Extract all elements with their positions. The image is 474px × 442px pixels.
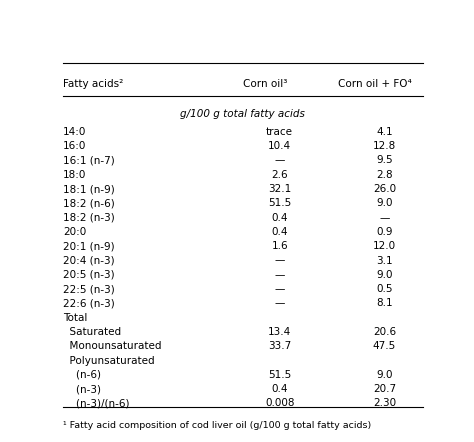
Text: 47.5: 47.5 xyxy=(373,341,396,351)
Text: 13.4: 13.4 xyxy=(268,327,292,337)
Text: 3.1: 3.1 xyxy=(376,255,392,266)
Text: 16:1 (n-7): 16:1 (n-7) xyxy=(63,156,115,165)
Text: 1.6: 1.6 xyxy=(271,241,288,251)
Text: 0.4: 0.4 xyxy=(272,213,288,223)
Text: —: — xyxy=(274,284,285,294)
Text: 9.0: 9.0 xyxy=(376,370,392,380)
Text: 51.5: 51.5 xyxy=(268,370,292,380)
Text: 18:0: 18:0 xyxy=(63,170,86,180)
Text: Saturated: Saturated xyxy=(63,327,121,337)
Text: 12.8: 12.8 xyxy=(373,141,396,151)
Text: g/100 g total fatty acids: g/100 g total fatty acids xyxy=(181,109,305,119)
Text: 18:2 (n-3): 18:2 (n-3) xyxy=(63,213,115,223)
Text: 2.6: 2.6 xyxy=(271,170,288,180)
Text: 8.1: 8.1 xyxy=(376,298,392,309)
Text: 18:1 (n-9): 18:1 (n-9) xyxy=(63,184,115,194)
Text: 12.0: 12.0 xyxy=(373,241,396,251)
Text: 0.5: 0.5 xyxy=(376,284,392,294)
Text: Corn oil³: Corn oil³ xyxy=(243,79,287,88)
Text: 0.008: 0.008 xyxy=(265,399,294,408)
Text: ¹ Fatty acid composition of cod liver oil (g/100 g total fatty acids): ¹ Fatty acid composition of cod liver oi… xyxy=(63,421,371,430)
Text: 33.7: 33.7 xyxy=(268,341,292,351)
Text: Corn oil + FO⁴: Corn oil + FO⁴ xyxy=(338,79,412,88)
Text: Polyunsaturated: Polyunsaturated xyxy=(63,356,155,366)
Text: 0.9: 0.9 xyxy=(376,227,392,237)
Text: (n-3)/(n-6): (n-3)/(n-6) xyxy=(63,399,129,408)
Text: 20:0: 20:0 xyxy=(63,227,86,237)
Text: 20.6: 20.6 xyxy=(373,327,396,337)
Text: —: — xyxy=(274,156,285,165)
Text: 9.5: 9.5 xyxy=(376,156,392,165)
Text: 22:6 (n-3): 22:6 (n-3) xyxy=(63,298,115,309)
Text: 22:5 (n-3): 22:5 (n-3) xyxy=(63,284,115,294)
Text: 10.4: 10.4 xyxy=(268,141,291,151)
Text: Fatty acids²: Fatty acids² xyxy=(63,79,123,88)
Text: Monounsaturated: Monounsaturated xyxy=(63,341,162,351)
Text: Total: Total xyxy=(63,313,87,323)
Text: 26.0: 26.0 xyxy=(373,184,396,194)
Text: 0.4: 0.4 xyxy=(272,384,288,394)
Text: —: — xyxy=(274,270,285,280)
Text: —: — xyxy=(274,298,285,309)
Text: 20:1 (n-9): 20:1 (n-9) xyxy=(63,241,115,251)
Text: 9.0: 9.0 xyxy=(376,198,392,208)
Text: 14:0: 14:0 xyxy=(63,127,86,137)
Text: 20.7: 20.7 xyxy=(373,384,396,394)
Text: (n-6): (n-6) xyxy=(63,370,101,380)
Text: 4.1: 4.1 xyxy=(376,127,392,137)
Text: 18:2 (n-6): 18:2 (n-6) xyxy=(63,198,115,208)
Text: 51.5: 51.5 xyxy=(268,198,292,208)
Text: trace: trace xyxy=(266,127,293,137)
Text: —: — xyxy=(274,255,285,266)
Text: 9.0: 9.0 xyxy=(376,270,392,280)
Text: 2.30: 2.30 xyxy=(373,399,396,408)
Text: 16:0: 16:0 xyxy=(63,141,86,151)
Text: —: — xyxy=(379,213,390,223)
Text: 2.8: 2.8 xyxy=(376,170,392,180)
Text: (n-3): (n-3) xyxy=(63,384,101,394)
Text: 20:5 (n-3): 20:5 (n-3) xyxy=(63,270,115,280)
Text: 0.4: 0.4 xyxy=(272,227,288,237)
Text: 32.1: 32.1 xyxy=(268,184,292,194)
Text: 20:4 (n-3): 20:4 (n-3) xyxy=(63,255,115,266)
